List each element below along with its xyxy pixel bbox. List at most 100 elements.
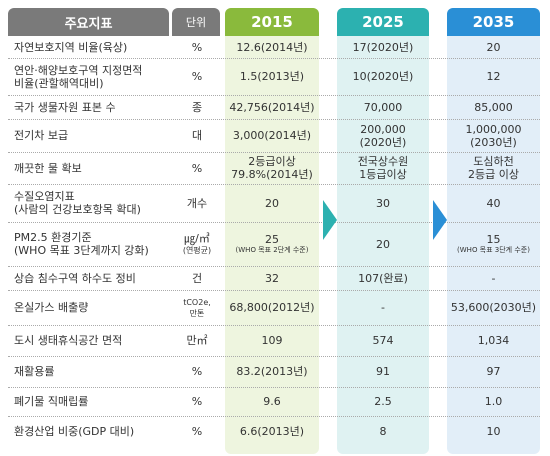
indicator-cell-text: 폐기물 직매립률 <box>14 395 89 408</box>
value-2025-cell-text: 8 <box>379 424 387 438</box>
indicator-cell-text: 도시 생태휴식공간 면적 <box>14 334 123 347</box>
table-row: 재활용률% 83.2(2013년) 91 97 <box>8 356 540 388</box>
table-row: 깨끗한 물 확보% 2등급이상 79.8%(2014년) 전국상수원 1등급이상 도심… <box>8 152 540 185</box>
value-2025-cell-text: 70,000 <box>363 100 403 114</box>
indicator-cell-text: 온실가스 배출량 <box>14 301 89 314</box>
value-2035-cell-text: 15 <box>486 233 501 246</box>
indicator-cell: 환경산업 비중(GDP 대비) <box>14 416 174 446</box>
value-2015-cell: 42,756(2014년) <box>225 95 319 119</box>
value-2015-cell: 2등급이상 79.8%(2014년) <box>225 152 319 184</box>
value-2035-cell-text: - <box>491 271 496 285</box>
value-2035-cell-text: 85,000 <box>474 100 513 114</box>
indicator-cell-text: PM2.5 환경기준 (WHO 목표 3단계까지 강화) <box>14 231 149 257</box>
value-2025-cell: 70,000 <box>337 95 429 119</box>
unit-cell: % <box>174 387 220 416</box>
value-2015-cell-text: 2등급이상 79.8%(2014년) <box>231 155 313 181</box>
table-row: 국가 생물자원 표본 수 종 42,756(2014년) 70,000 85,000 <box>8 95 540 120</box>
value-2035-cell-text: 53,600(2030년) <box>450 301 537 314</box>
value-2015-cell-text: 3,000(2014년) <box>232 129 312 142</box>
header-2035: 2035 <box>447 8 540 36</box>
value-2015-cell-text: 9.6 <box>263 395 281 408</box>
value-2015-cell-text: 109 <box>261 334 283 347</box>
value-2025-cell: 30 <box>337 184 429 222</box>
value-2035-cell: 85,000 <box>447 95 540 119</box>
value-2015-cell-text: 83.2(2013년) <box>236 365 308 378</box>
value-2015-cell-text: 68,800(2012년) <box>229 301 315 314</box>
value-2025-cell: 107(완료) <box>337 266 429 290</box>
value-2035-cell: 도심하천 2등급 이상 <box>447 152 540 184</box>
value-2025-cell: 전국상수원 1등급이상 <box>337 152 429 184</box>
value-2035-cell: 20 <box>447 36 540 58</box>
unit-cell-text: 만㎡ <box>186 334 208 347</box>
unit-cell-note: (연평균) <box>182 246 212 255</box>
value-2025-cell-text: 전국상수원 1등급이상 <box>357 155 409 181</box>
value-2015-cell: 20 <box>225 184 319 222</box>
unit-cell: 대 <box>174 119 220 152</box>
value-2015-cell: 9.6 <box>225 387 319 416</box>
value-2035-cell-text: 97 <box>486 365 501 378</box>
indicator-cell: 연안·해양보호구역 지정면적 비율(관할해역대비) <box>14 58 174 95</box>
value-2015-cell: 25 (WHO 목표 2단계 수준) <box>225 222 319 266</box>
value-2035-cell-text: 1,034 <box>477 334 510 347</box>
value-2035-cell: 1.0 <box>447 387 540 416</box>
value-2035-cell-text: 10 <box>486 424 501 438</box>
header-2015: 2015 <box>225 8 319 36</box>
unit-cell-text: % <box>191 40 203 54</box>
value-2015-cell-text: 32 <box>265 271 279 285</box>
value-2015-cell: 6.6(2013년) <box>225 416 319 446</box>
value-2025-cell: 574 <box>337 325 429 356</box>
value-2025-cell-text: 20 <box>376 237 390 251</box>
indicator-cell-text: 상습 침수구역 하수도 정비 <box>14 271 136 285</box>
indicator-cell-text: 깨끗한 물 확보 <box>14 161 82 175</box>
value-2025-cell: - <box>337 290 429 325</box>
unit-cell-text: % <box>191 424 203 438</box>
value-2035-cell: 97 <box>447 356 540 387</box>
unit-cell: 종 <box>174 95 220 119</box>
value-2015-cell: 83.2(2013년) <box>225 356 319 387</box>
table-row: 전기차 보급 대 3,000(2014년) 200,000 (2020년) 1,000,… <box>8 119 540 153</box>
unit-cell-text: 건 <box>191 271 203 285</box>
table-row: 온실가스 배출량 tCO2e, 만톤 68,800(2012년) - 53,600(20… <box>8 290 540 326</box>
unit-cell-text: % <box>191 395 203 408</box>
value-2015-cell-text: 1.5(2013년) <box>239 70 305 83</box>
indicator-cell: 상습 침수구역 하수도 정비 <box>14 266 174 290</box>
arrow-right-icon <box>433 200 447 240</box>
table-row: PM2.5 환경기준 (WHO 목표 3단계까지 강화) ㎍/㎥ (연평균) 25 (W… <box>8 222 540 267</box>
table-row: 환경산업 비중(GDP 대비)% 6.6(2013년) 8 10 <box>8 416 540 446</box>
value-2035-cell: 40 <box>447 184 540 222</box>
unit-cell-text: 대 <box>191 129 203 142</box>
value-2015-cell-text: 6.6(2013년) <box>239 424 305 438</box>
indicator-cell: 깨끗한 물 확보 <box>14 152 174 184</box>
indicator-cell: 자연보호지역 비율(육상) <box>14 36 174 58</box>
indicator-cell-text: 수질오염지표 (사람의 건강보호항목 확대) <box>14 190 141 216</box>
unit-cell-text: % <box>191 365 203 378</box>
value-2025-cell: 17(2020년) <box>337 36 429 58</box>
value-2025-cell-text: 30 <box>376 196 390 210</box>
value-2025-cell: 91 <box>337 356 429 387</box>
table-row: 폐기물 직매립률% 9.6 2.5 1.0 <box>8 387 540 417</box>
value-2015-cell: 109 <box>225 325 319 356</box>
unit-cell: % <box>174 356 220 387</box>
indicator-cell: 재활용률 <box>14 356 174 387</box>
value-2035-cell-text: 도심하천 2등급 이상 <box>468 155 519 181</box>
value-2025-cell: 8 <box>337 416 429 446</box>
unit-cell: 만㎡ <box>174 325 220 356</box>
indicator-cell-text: 재활용률 <box>14 365 55 378</box>
table-row: 수질오염지표 (사람의 건강보호항목 확대) 개수 20 30 40 <box>8 184 540 223</box>
unit-cell-text: % <box>191 161 203 175</box>
indicator-cell-text: 환경산업 비중(GDP 대비) <box>14 424 135 438</box>
value-2015-cell-text: 12.6(2014년) <box>236 40 308 54</box>
value-2035-cell: 15 (WHO 목표 3단계 수준) <box>447 222 540 266</box>
value-2025-cell: 20 <box>337 222 429 266</box>
indicator-cell: 수질오염지표 (사람의 건강보호항목 확대) <box>14 184 174 222</box>
unit-cell: tCO2e, 만톤 <box>174 290 220 325</box>
indicator-cell: PM2.5 환경기준 (WHO 목표 3단계까지 강화) <box>14 222 174 266</box>
value-2025-cell-text: - <box>381 301 385 314</box>
value-2035-cell-text: 12 <box>486 70 501 83</box>
value-2025-cell-text: 2.5 <box>374 395 392 408</box>
value-2035-cell-text: 20 <box>486 40 501 54</box>
value-2015-cell: 32 <box>225 266 319 290</box>
table-row: 연안·해양보호구역 지정면적 비율(관할해역대비)% 1.5(2013년) 10(2… <box>8 58 540 96</box>
value-2025-cell-text: 91 <box>376 365 390 378</box>
indicator-cell-text: 자연보호지역 비율(육상) <box>14 40 128 54</box>
